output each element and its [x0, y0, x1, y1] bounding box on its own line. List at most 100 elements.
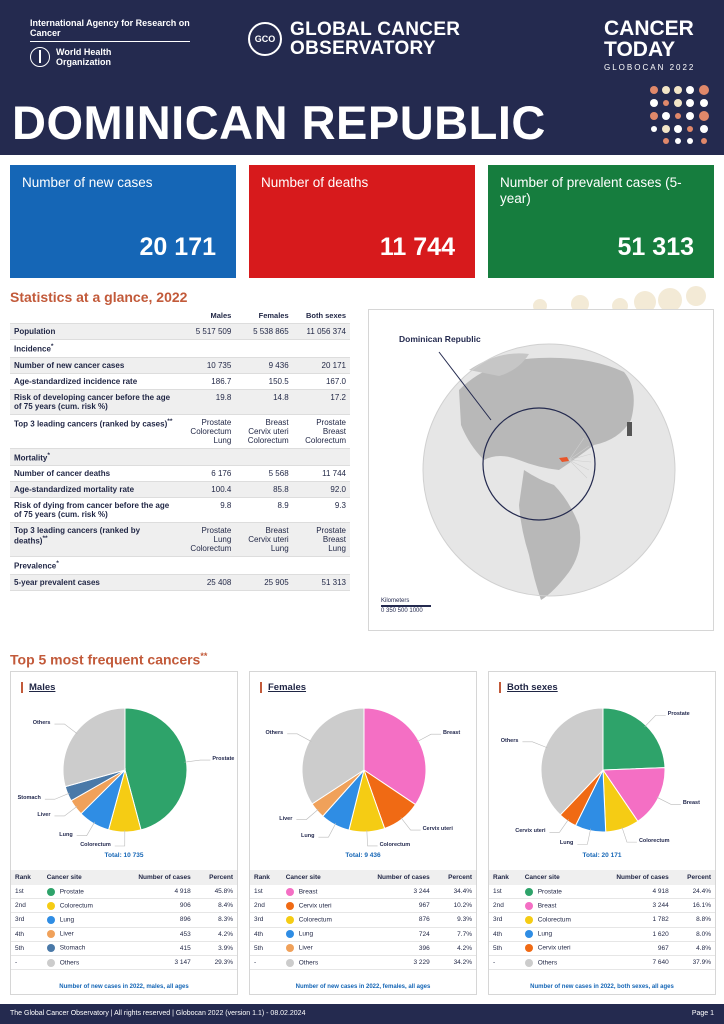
table-row: 2nd Breast 3 244 16.1% [489, 898, 715, 914]
table-row: - Others 7 640 37.9% [489, 955, 715, 971]
color-swatch-icon [285, 887, 294, 896]
panel-title: Males [21, 682, 55, 693]
pie-leader-line [287, 733, 312, 742]
new-cases-label: Number of new cases [22, 175, 153, 190]
rank-header: Percent [194, 870, 237, 885]
pie-label: Others [32, 720, 51, 727]
country-title: DOMINICAN REPUBLIC [12, 96, 546, 149]
pie-leader-line [522, 741, 548, 749]
rank-header: Rank [11, 870, 43, 885]
rank-header: Rank [489, 870, 521, 885]
page-footer: The Global Cancer Observatory | All righ… [0, 1004, 724, 1024]
pie-leader-line [318, 822, 337, 838]
pie-panel-0: Males Prostate Colorectum Lung Liver Stomach O… [10, 671, 238, 995]
col-females: Females [235, 308, 293, 324]
pie-leader-line [400, 817, 421, 831]
pie-total: Total: 10 735 [104, 852, 144, 859]
table-row: - Others 3 147 29.3% [11, 955, 237, 971]
deaths-box: Number of deaths 11 744 [249, 165, 475, 278]
page-header: International Agency for Research on Can… [0, 0, 724, 155]
gco-title-line2: OBSERVATORY [290, 38, 436, 59]
pie-leader-line [644, 714, 666, 727]
pie-label: Breast [682, 800, 700, 807]
pie-label: Colorectum [80, 841, 111, 848]
pie-leader-line [44, 792, 70, 800]
color-swatch-icon [285, 901, 294, 910]
risk-incidence-row: Risk of developing cancer before the age… [10, 389, 350, 415]
pie-label: Others [265, 729, 284, 736]
top5-title: Top 5 most frequent cancers** [10, 651, 208, 668]
iarc-title: International Agency for Research on Can… [30, 18, 190, 42]
prevalent-row: 5-year prevalent cases 25 408 25 905 51 … [10, 574, 350, 591]
color-swatch-icon [46, 930, 55, 939]
table-row: 3rd Colorectum 1 782 8.8% [489, 912, 715, 928]
table-row: 3rd Lung 896 8.3% [11, 912, 237, 928]
pie-chart [44, 707, 211, 847]
table-caption: Number of new cases in 2022, females, al… [295, 984, 431, 990]
pie-panel-2: Both sexes Prostate Breast Colorectum Lung Ce… [488, 671, 716, 995]
color-swatch-icon [524, 958, 533, 967]
cancer-today-line1: CANCER [604, 17, 694, 40]
top3-cases-row: Top 3 leading cancers (ranked by cases)*… [10, 414, 350, 449]
asr-incidence-row: Age-standardized incidence rate 186.7 15… [10, 373, 350, 390]
page-number: Page 1 [691, 1010, 714, 1017]
rank-header: Rank [250, 870, 282, 885]
pie-leader-line [621, 826, 637, 843]
rank-header: Cancer site [281, 870, 354, 885]
pie-leader-line [366, 829, 378, 847]
new-cases-value: 20 171 [139, 233, 216, 261]
color-swatch-icon [46, 901, 55, 910]
stats-table: Males Females Both sexes Population 5 51… [10, 308, 350, 591]
color-swatch-icon [524, 944, 533, 953]
gco-logo: GCO GLOBAL CANCER OBSERVATORY [248, 20, 460, 58]
pie-label: Lung [559, 840, 574, 847]
deaths-row: Number of cancer deaths 6 176 5 568 11 7… [10, 465, 350, 483]
table-caption: Number of new cases in 2022, both sexes,… [530, 984, 674, 990]
pie-leader-line [76, 821, 96, 836]
rank-header: Cancer site [42, 870, 115, 885]
gco-title-line1: GLOBAL CANCER [290, 19, 461, 40]
color-swatch-icon [524, 901, 533, 910]
pie-leader-line [296, 808, 319, 820]
table-row: 5th Cervix uteri 967 4.8% [489, 941, 715, 956]
stats-title: Statistics at a glance, 2022 [10, 289, 188, 305]
pie-label: Liver [37, 811, 51, 818]
pie-label: Cervix uteri [515, 828, 546, 835]
color-swatch-icon [524, 887, 533, 896]
color-swatch-icon [524, 930, 533, 939]
color-swatch-icon [46, 887, 55, 896]
pie-label: Stomach [17, 795, 41, 802]
pie-label: Cervix uteri [422, 826, 453, 833]
pie-leader-line [114, 829, 126, 847]
map-country-label: Dominican Republic [399, 334, 481, 344]
cancer-today-line2: TODAY [604, 38, 676, 61]
table-row: 1st Prostate 4 918 24.4% [489, 885, 715, 900]
new-cases-box: Number of new cases 20 171 [10, 165, 236, 278]
color-swatch-icon [285, 944, 294, 953]
decorative-dots-icon [650, 85, 709, 144]
rank-header: Number of cases [114, 870, 195, 885]
pie-label: Colorectum [379, 841, 411, 848]
pie-label: Liver [279, 815, 293, 822]
color-swatch-icon [46, 915, 55, 924]
risk-mortality-row: Risk of dying from cancer before the age… [10, 497, 350, 524]
pie-label: Breast [443, 730, 461, 737]
pie-total: Total: 20 171 [582, 852, 622, 859]
deaths-value: 11 744 [379, 233, 455, 261]
color-swatch-icon [285, 930, 294, 939]
prevalent-cases-label: Number of prevalent cases (5-year) [500, 175, 682, 206]
pie-label: Lung [59, 831, 73, 838]
pie-chart [522, 707, 681, 845]
rank-table: Rank Cancer site Number of cases Percent 1st… [250, 870, 476, 971]
table-row: 1st Breast 3 244 34.4% [250, 885, 476, 900]
rank-header: Percent [433, 870, 476, 885]
table-row: - Others 3 229 34.2% [250, 955, 476, 971]
pie-label: Others [500, 737, 519, 744]
pie-chart [287, 707, 442, 847]
rank-header: Number of cases [353, 870, 434, 885]
prevalent-cases-box: Number of prevalent cases (5-year) 51 31… [488, 165, 714, 278]
panel-title: Females [260, 682, 306, 693]
col-both: Both sexes [292, 308, 350, 324]
pie-leader-line [416, 733, 442, 743]
pie-label: Prostate [667, 711, 690, 718]
